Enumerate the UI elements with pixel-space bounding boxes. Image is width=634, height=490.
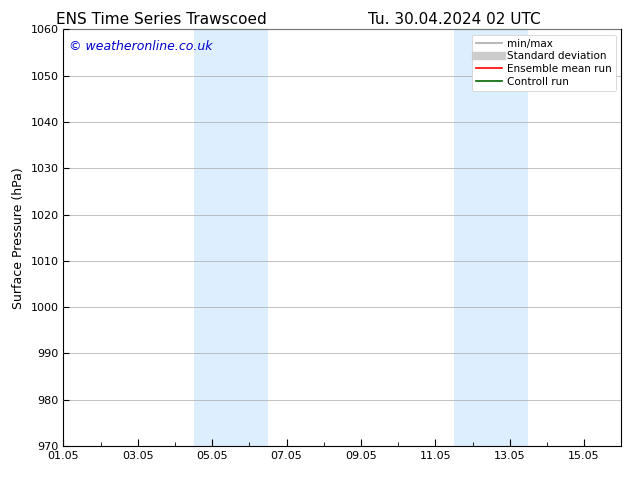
Bar [193,29,268,446]
Text: Tu. 30.04.2024 02 UTC: Tu. 30.04.2024 02 UTC [368,12,540,27]
Y-axis label: Surface Pressure (hPa): Surface Pressure (hPa) [12,167,25,309]
Text: ENS Time Series Trawscoed: ENS Time Series Trawscoed [56,12,266,27]
Text: © weatheronline.co.uk: © weatheronline.co.uk [69,40,212,53]
Legend: min/max, Standard deviation, Ensemble mean run, Controll run: min/max, Standard deviation, Ensemble me… [472,35,616,91]
Bar [454,29,528,446]
